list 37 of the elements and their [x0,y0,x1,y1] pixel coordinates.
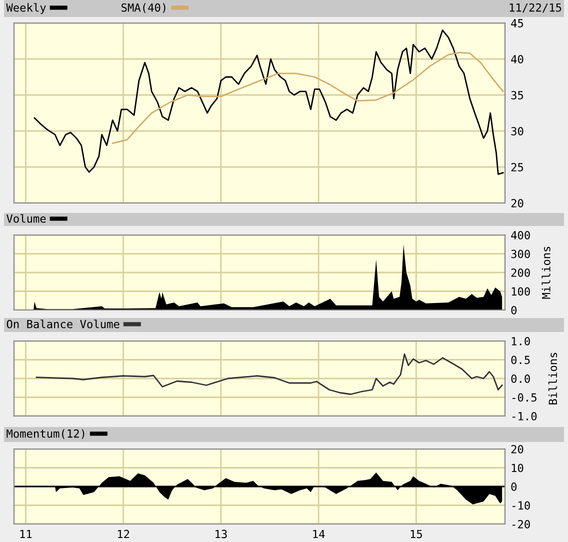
line-series [112,52,504,144]
y-tick-label: 20 [511,445,524,454]
y-tick-label: 45 [511,19,524,28]
x-tick-label: 12 [118,530,130,538]
y-tick-label: 1.0 [512,337,530,346]
x-tick-label: 13 [216,530,227,538]
legend-label: SMA(40) [122,3,166,14]
legend-label: Volume [6,214,46,223]
y-tick-label: 25 [511,163,524,172]
y-tick-label: 0.5 [511,356,530,364]
legend-label: Momentum(12) [6,429,84,440]
y-tick-label: 10 [512,464,524,472]
y-tick-label: -1.0 [512,412,537,420]
y-tick-label: 35 [511,91,524,100]
x-tick-label: 11 [20,530,32,538]
y-tick-label: 100 [512,287,530,296]
y-axis-title: Billions [548,352,558,404]
text: 11/22/15 [510,3,562,13]
y-tick-label: 200 [511,268,530,277]
y-tick-label: -10 [512,501,530,510]
y-tick-label: 300 [511,250,530,258]
line-series [36,353,503,395]
y-axis-title: Millions [542,246,550,299]
y-tick-label: -0.5 [512,393,536,402]
x-tick-label: 14 [313,530,325,538]
legend-label: On Balance Volume [6,320,120,328]
legend-label: Weekly [6,3,46,14]
y-tick-label: 40 [511,55,524,64]
y-tick-label: 0 [511,306,517,314]
x-tick-label: 15 [410,530,422,538]
y-tick-label: -20 [512,520,530,528]
y-tick-label: 30 [511,127,524,136]
line-series [34,30,504,175]
y-tick-label: 0.0 [511,374,530,383]
y-tick-label: 20 [511,199,524,208]
y-tick-label: 400 [511,231,530,240]
y-tick-label: 0 [511,482,517,491]
